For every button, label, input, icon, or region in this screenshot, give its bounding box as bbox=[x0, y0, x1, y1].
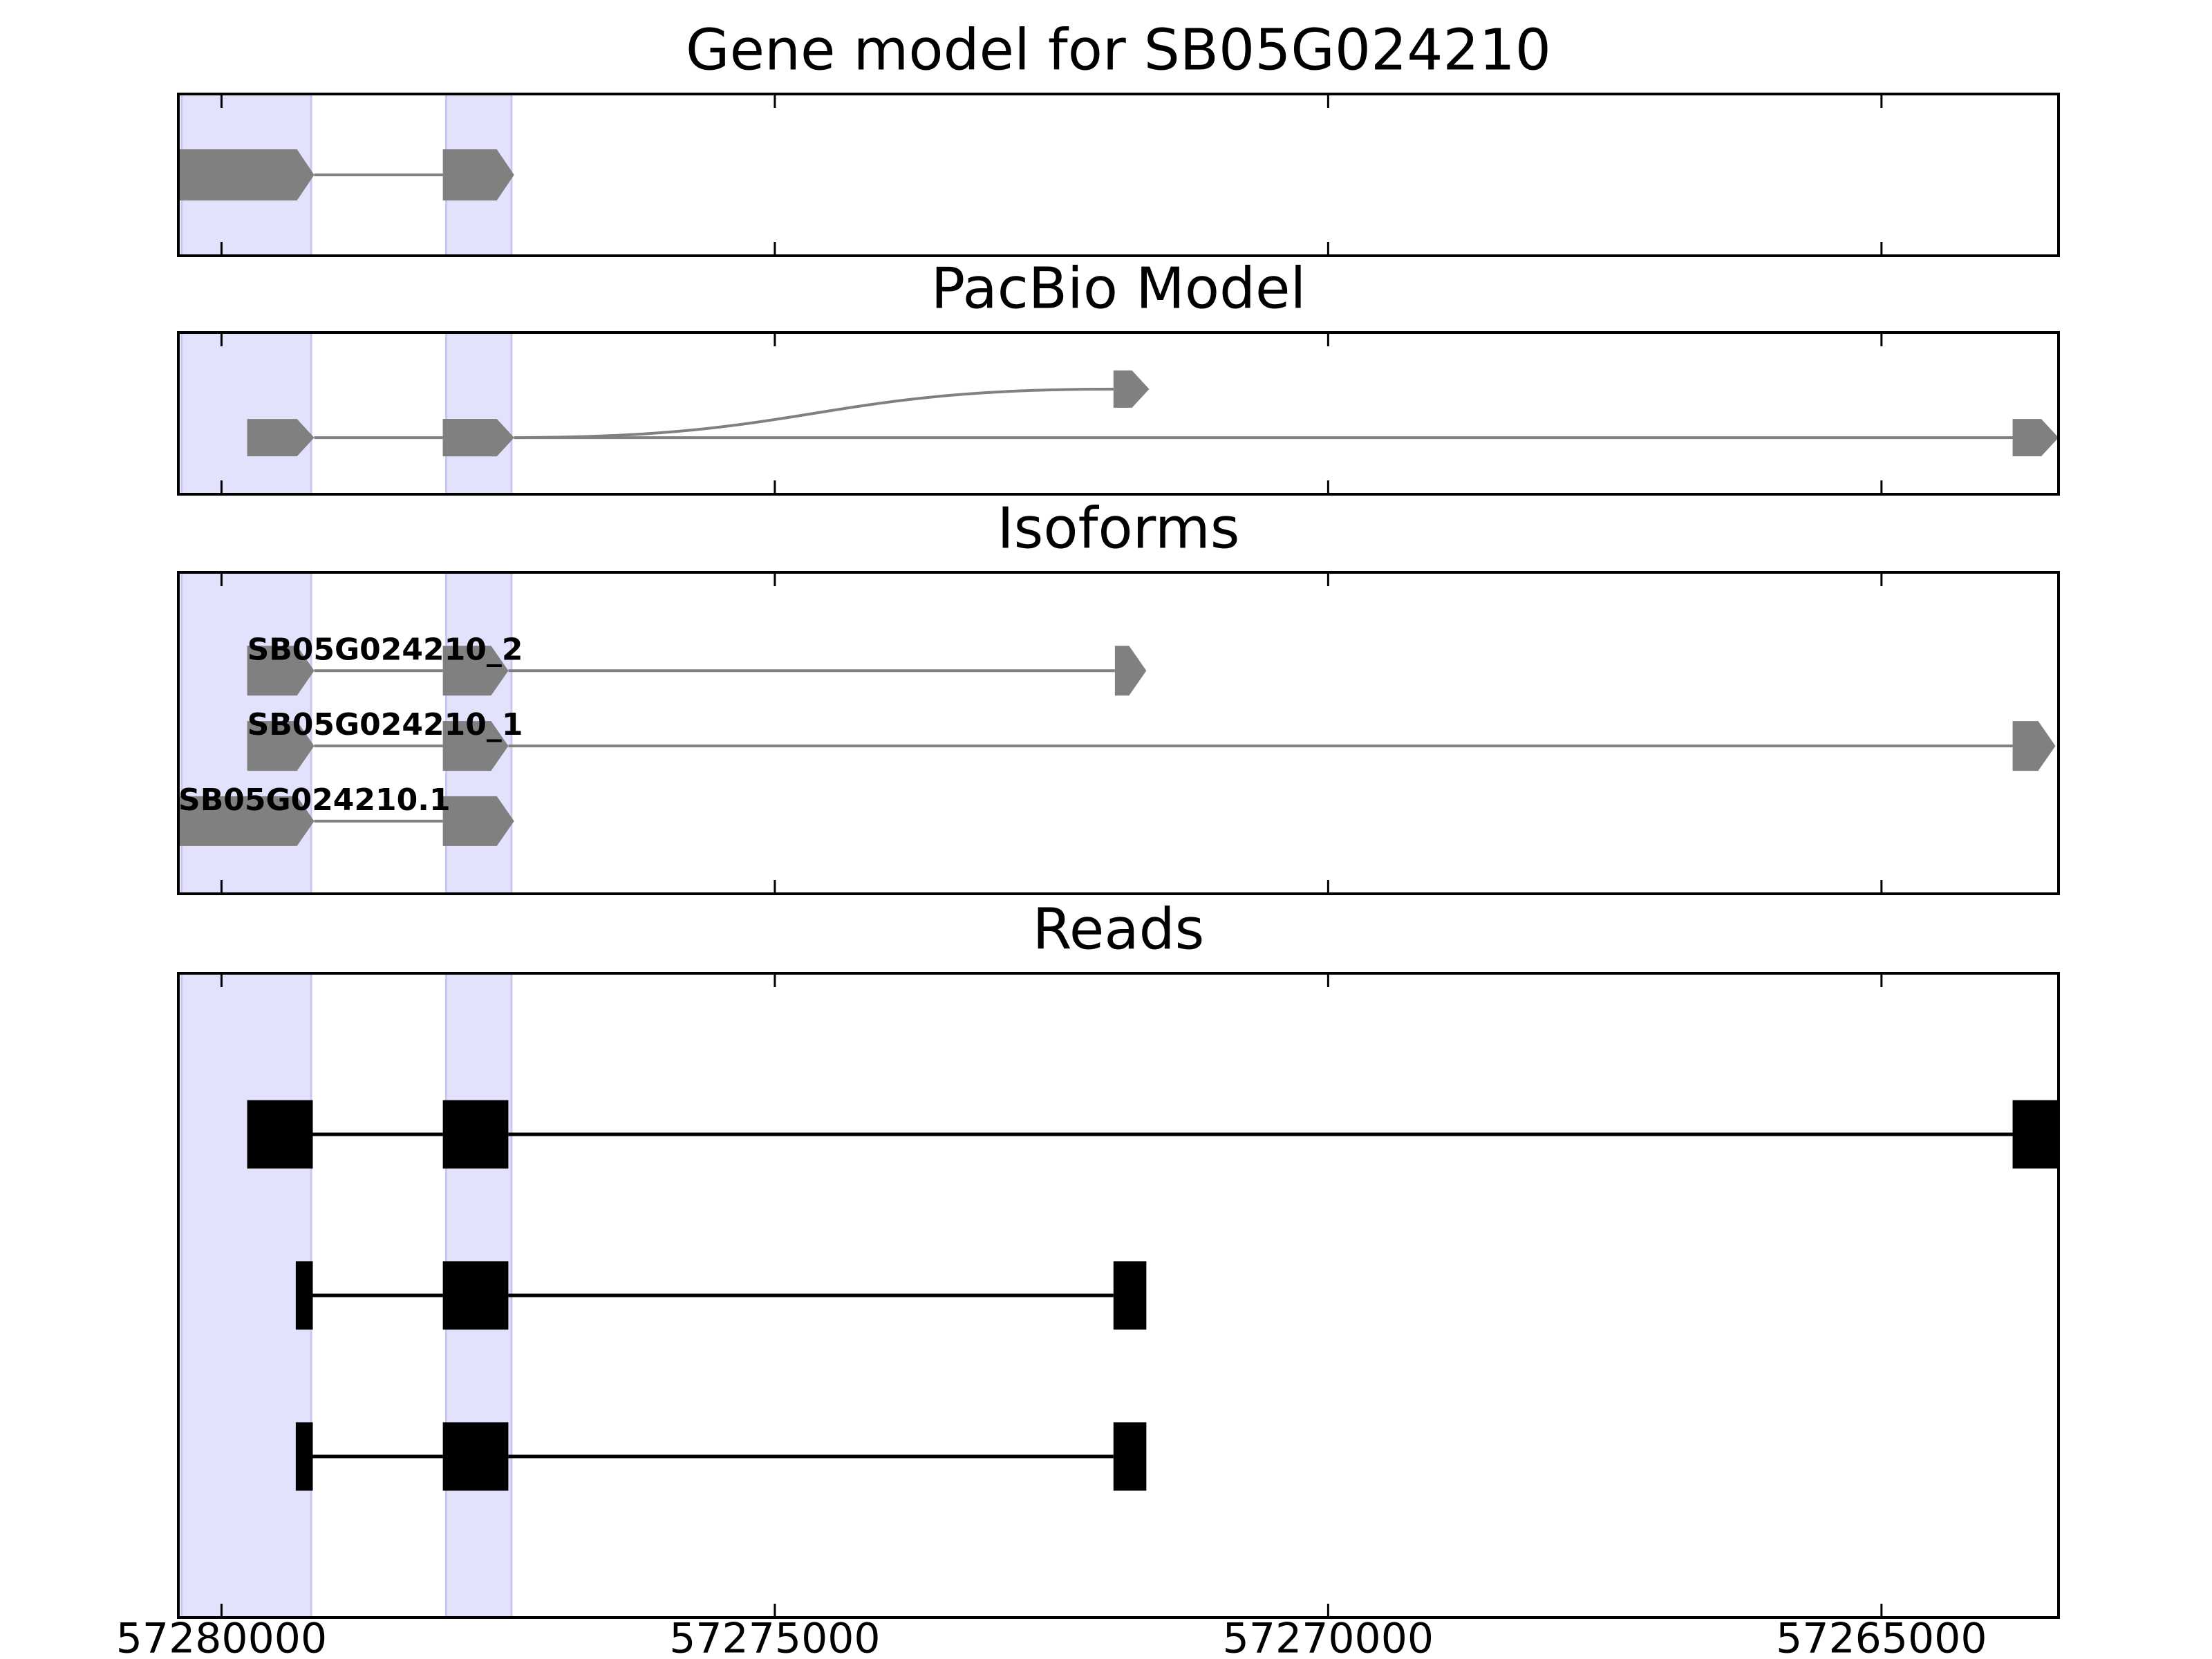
chart-title: Reads bbox=[1033, 897, 1205, 962]
exon bbox=[1113, 1261, 1147, 1330]
panel-frame bbox=[177, 331, 2060, 496]
panel-body bbox=[178, 572, 2056, 894]
exon bbox=[2012, 721, 2056, 771]
x-tick-label: 57280000 bbox=[116, 1615, 327, 1659]
chart-title: Gene model for SB05G024210 bbox=[686, 17, 1551, 83]
panel-frame bbox=[177, 93, 2060, 257]
panel bbox=[177, 331, 2060, 496]
exon bbox=[178, 149, 315, 200]
highlight bbox=[180, 332, 312, 494]
isoform-label: SB05G024210.1 bbox=[178, 782, 451, 818]
exon bbox=[2012, 1100, 2059, 1169]
panel bbox=[177, 972, 2060, 1619]
exon bbox=[295, 1261, 313, 1330]
panel-frame bbox=[177, 571, 2060, 895]
x-tick-label: 57265000 bbox=[1776, 1615, 1987, 1659]
exon bbox=[442, 721, 509, 771]
exon bbox=[1113, 1422, 1147, 1491]
exon bbox=[247, 646, 315, 696]
exon bbox=[295, 1422, 313, 1491]
chart-title: Isoforms bbox=[997, 496, 1240, 561]
exon bbox=[442, 149, 514, 200]
panel-body bbox=[178, 94, 514, 256]
exon bbox=[442, 1100, 509, 1169]
exon bbox=[247, 419, 315, 457]
x-tick-label: 57270000 bbox=[1223, 1615, 1434, 1659]
chart-title: PacBio Model bbox=[931, 256, 1306, 321]
exon bbox=[247, 721, 315, 771]
exon bbox=[1114, 646, 1147, 696]
exon bbox=[247, 1100, 313, 1169]
exon bbox=[442, 646, 509, 696]
intron bbox=[514, 387, 1114, 440]
exon bbox=[178, 796, 315, 846]
panel-frame bbox=[177, 972, 2060, 1619]
exon bbox=[442, 1422, 509, 1491]
exon bbox=[1113, 370, 1150, 408]
highlight bbox=[180, 973, 312, 1618]
panel bbox=[177, 93, 2060, 257]
exon bbox=[442, 1261, 509, 1330]
exon bbox=[442, 419, 514, 457]
isoform-label: SB05G024210_1 bbox=[247, 707, 523, 742]
panel-body bbox=[180, 332, 2059, 494]
exon bbox=[442, 796, 514, 846]
panel bbox=[177, 571, 2060, 895]
highlight bbox=[444, 332, 513, 494]
isoform-label: SB05G024210_2 bbox=[247, 632, 523, 667]
x-tick-label: 57275000 bbox=[669, 1615, 880, 1659]
exon bbox=[2012, 419, 2059, 457]
panel-body bbox=[180, 973, 2059, 1618]
